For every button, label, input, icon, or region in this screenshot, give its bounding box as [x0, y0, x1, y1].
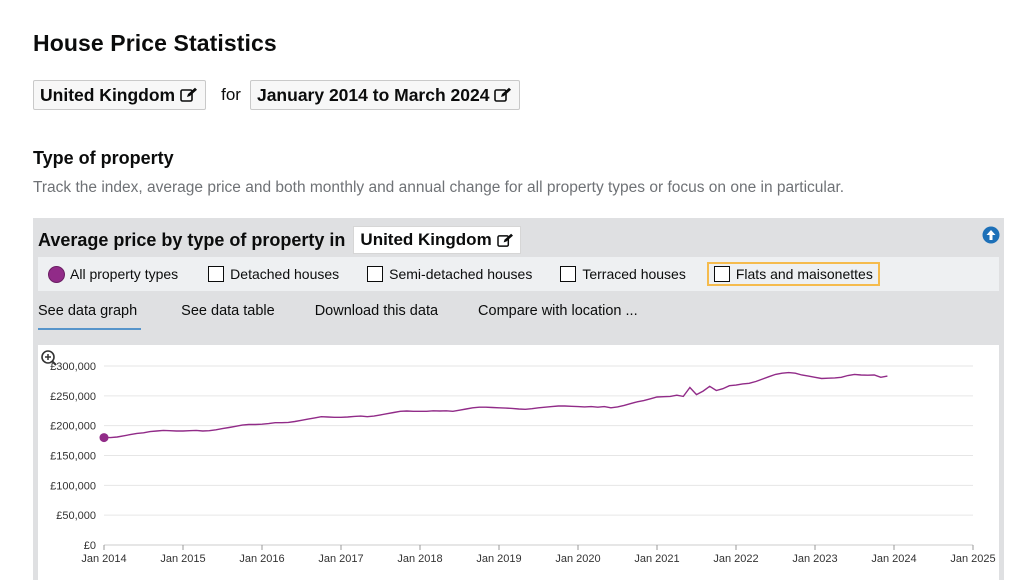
panel-title: Average price by type of property in — [38, 229, 346, 250]
y-tick-label: £300,000 — [50, 361, 96, 373]
average-price-chart: £0 £50,000 £100,000 £150,000 £200,000 £250,00… — [38, 345, 999, 580]
x-tick-label: Jan 2014 — [81, 553, 126, 565]
y-tick-label: £250,000 — [50, 391, 96, 403]
filter-label: Terraced houses — [582, 266, 686, 282]
x-tick-label: Jan 2021 — [634, 553, 679, 565]
filter-label: All property types — [70, 266, 179, 282]
tab-see-data-table[interactable]: See data table — [181, 303, 275, 319]
chart-svg: £0 £50,000 £100,000 £150,000 £200,000 £250,00… — [41, 350, 996, 565]
y-tick-label: £150,000 — [50, 451, 96, 463]
filter-label: Detached houses — [230, 266, 340, 282]
tab-see-data-graph[interactable]: See data graph — [38, 298, 142, 330]
filter-semi-detached-houses[interactable]: Semi-detached houses — [364, 262, 535, 286]
edit-icon — [180, 87, 198, 103]
y-tick-label: £100,000 — [50, 480, 96, 492]
x-tick-label: Jan 2020 — [555, 553, 600, 565]
filter-terraced-houses[interactable]: Terraced houses — [557, 262, 689, 286]
x-tick-label: Jan 2019 — [476, 553, 521, 565]
checkbox[interactable] — [560, 266, 577, 282]
panel-location-label: United Kingdom — [360, 230, 492, 249]
radio-selected[interactable] — [48, 265, 65, 283]
x-tick-label: Jan 2025 — [950, 553, 995, 565]
property-type-panel: Average price by type of property in Uni… — [33, 218, 1004, 580]
checkbox[interactable] — [367, 266, 384, 282]
filter-label: Semi-detached houses — [389, 266, 533, 282]
location-period-selector: United Kingdom for January 2014 to March… — [33, 80, 521, 110]
location-label: United Kingdom — [40, 84, 176, 105]
for-label: for — [221, 85, 241, 104]
filter-label: Flats and maisonettes — [735, 266, 873, 282]
checkbox[interactable] — [713, 266, 730, 282]
panel-header: Average price by type of property in Uni… — [38, 226, 521, 254]
section-title: Type of property — [33, 148, 174, 168]
zoom-in-icon[interactable] — [41, 350, 57, 366]
filter-flats-and-maisonettes[interactable]: Flats and maisonettes — [706, 262, 880, 286]
location-selector-button[interactable]: United Kingdom — [33, 80, 207, 110]
x-tick-label: Jan 2017 — [318, 553, 363, 565]
property-type-filters: All property types Detached houses Semi-… — [38, 257, 999, 291]
x-tick-label: Jan 2022 — [713, 553, 758, 565]
series-start-marker — [99, 433, 109, 443]
x-tick-label: Jan 2024 — [871, 553, 916, 565]
arrow-up-circle-icon[interactable] — [982, 226, 1000, 244]
y-tick-label: £50,000 — [56, 510, 96, 522]
panel-location-button[interactable]: United Kingdom — [353, 226, 521, 254]
x-tick-label: Jan 2023 — [792, 553, 837, 565]
period-label: January 2014 to March 2024 — [256, 84, 490, 105]
period-selector-button[interactable]: January 2014 to March 2024 — [249, 80, 521, 110]
edit-icon — [494, 87, 512, 103]
filter-all-property-types[interactable]: All property types — [45, 262, 181, 286]
x-tick-label: Jan 2018 — [397, 553, 442, 565]
series-line — [104, 371, 888, 439]
tab-compare-with-location[interactable]: Compare with location ... — [478, 303, 638, 319]
tab-download-this-data[interactable]: Download this data — [314, 303, 439, 319]
x-tick-label: Jan 2016 — [239, 553, 284, 565]
checkbox[interactable] — [208, 266, 225, 282]
y-tick-label: £0 — [84, 540, 96, 552]
edit-icon — [496, 233, 514, 248]
section-description: Track the index, average price and both … — [33, 179, 845, 196]
y-tick-label: £200,000 — [50, 421, 96, 433]
page-title: House Price Statistics — [33, 30, 277, 56]
x-tick-label: Jan 2015 — [160, 553, 205, 565]
filter-detached-houses[interactable]: Detached houses — [205, 262, 342, 286]
view-tabs: See data graph See data table Download t… — [38, 298, 678, 330]
